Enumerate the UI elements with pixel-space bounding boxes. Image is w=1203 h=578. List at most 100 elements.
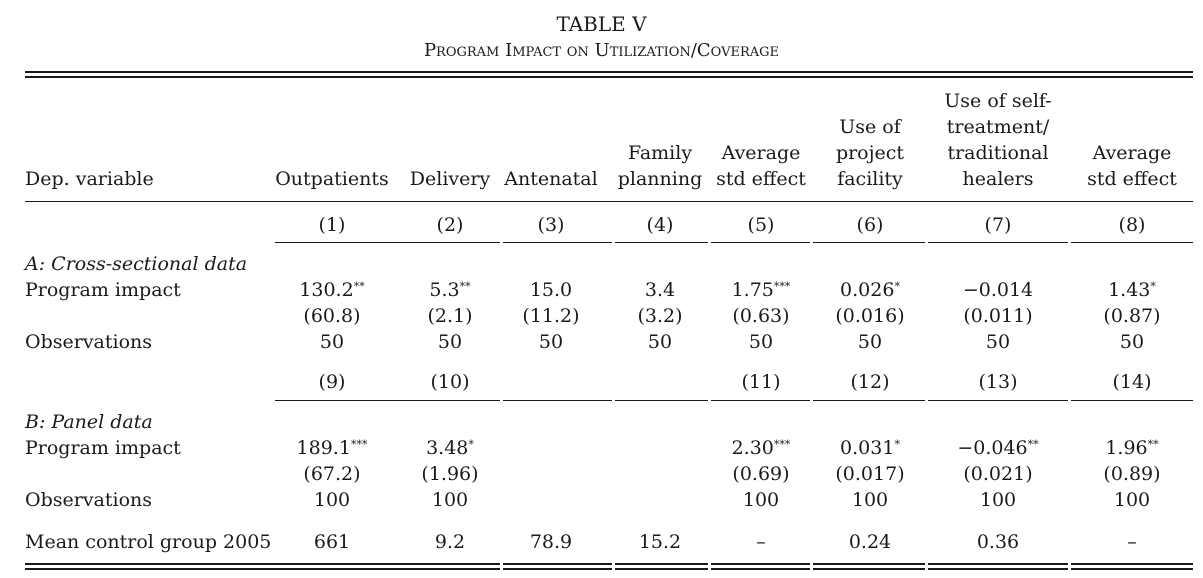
colnum-rule xyxy=(813,242,925,243)
header-use-project-facility: Use of xyxy=(839,116,901,138)
observations: 100 xyxy=(979,489,1017,511)
impact-value: 0.031* xyxy=(840,437,900,459)
bottom-rule xyxy=(615,563,708,565)
impact-value: 0.026* xyxy=(840,279,900,301)
observations: 100 xyxy=(742,489,780,511)
header-avg-std-effect-2: Average xyxy=(1092,142,1172,164)
std-error: (1.96) xyxy=(421,463,479,485)
colnum-rule xyxy=(503,400,612,401)
colnum-rule xyxy=(813,400,925,401)
section-b-label: B: Panel data xyxy=(25,411,153,433)
mean-control-value: – xyxy=(1127,531,1137,553)
std-error: (11.2) xyxy=(522,305,580,327)
header-avg-std-effect-1: std effect xyxy=(716,168,806,190)
bottom-rule xyxy=(503,568,612,570)
bottom-rule xyxy=(25,563,500,565)
observations: 100 xyxy=(1113,489,1151,511)
std-error: (0.87) xyxy=(1103,305,1161,327)
column-number: (3) xyxy=(537,214,565,236)
std-error: (0.63) xyxy=(732,305,790,327)
colnum-rule xyxy=(928,400,1068,401)
colnum-rule xyxy=(503,242,612,243)
colnum-rule xyxy=(1071,400,1193,401)
column-number: (4) xyxy=(646,214,674,236)
std-error: (0.021) xyxy=(963,463,1033,485)
header-use-self-treatment: healers xyxy=(962,168,1034,190)
column-number: (10) xyxy=(430,371,470,393)
header-avg-std-effect-2: std effect xyxy=(1087,168,1177,190)
section-a-label: A: Cross-sectional data xyxy=(25,253,248,275)
bottom-rule xyxy=(1071,568,1193,570)
std-error: (60.8) xyxy=(303,305,361,327)
std-error: (2.1) xyxy=(427,305,473,327)
mean-control-value: 661 xyxy=(313,531,351,553)
colnum-rule xyxy=(615,242,708,243)
column-number: (12) xyxy=(850,371,890,393)
bottom-rule xyxy=(813,563,925,565)
std-error: (3.2) xyxy=(637,305,683,327)
header-family-planning: planning xyxy=(617,168,703,190)
header-use-self-treatment: Use of self- xyxy=(944,90,1052,112)
mean-control-value: 0.24 xyxy=(848,531,892,553)
observations: 50 xyxy=(857,331,883,353)
std-error: (67.2) xyxy=(303,463,361,485)
colnum-rule xyxy=(711,400,810,401)
impact-value: 189.1*** xyxy=(296,437,368,459)
column-number: (13) xyxy=(978,371,1018,393)
impact-value: 15.0 xyxy=(529,279,573,301)
impact-value: −0.014 xyxy=(962,279,1034,301)
mean-control-value: 9.2 xyxy=(434,531,466,553)
bottom-rule xyxy=(503,563,612,565)
header-delivery: Delivery xyxy=(409,168,491,190)
header-use-project-facility: project xyxy=(835,142,905,164)
bottom-rule xyxy=(25,568,500,570)
impact-value: 1.75*** xyxy=(731,279,791,301)
impact-value: 1.96** xyxy=(1105,437,1159,459)
observations: 50 xyxy=(748,331,774,353)
colnum-rule xyxy=(275,400,500,401)
header-family-planning: Family xyxy=(627,142,693,164)
std-error: (0.011) xyxy=(963,305,1033,327)
observations: 50 xyxy=(985,331,1011,353)
impact-value: 5.3** xyxy=(429,279,471,301)
colnum-rule xyxy=(928,242,1068,243)
impact-value: −0.046** xyxy=(957,437,1039,459)
observations: 100 xyxy=(851,489,889,511)
column-number: (9) xyxy=(318,371,346,393)
colnum-rule xyxy=(711,242,810,243)
std-error: (0.016) xyxy=(835,305,905,327)
mean-control-value: 78.9 xyxy=(529,531,573,553)
bottom-rule xyxy=(928,563,1068,565)
observations: 50 xyxy=(647,331,673,353)
impact-value: 2.30*** xyxy=(731,437,791,459)
mean-control-value: – xyxy=(756,531,766,553)
column-number: (2) xyxy=(436,214,464,236)
column-number: (5) xyxy=(747,214,775,236)
mean-control-value: 15.2 xyxy=(638,531,682,553)
observations: 100 xyxy=(313,489,351,511)
column-number: (11) xyxy=(741,371,781,393)
header-avg-std-effect-1: Average xyxy=(721,142,801,164)
colnum-rule xyxy=(1071,242,1193,243)
row-label-observations: Observations xyxy=(25,489,153,511)
row-label-mean-control: Mean control group 2005 xyxy=(25,531,272,553)
header-use-self-treatment: treatment/ xyxy=(946,116,1050,138)
std-error: (0.89) xyxy=(1103,463,1161,485)
impact-value: 1.43* xyxy=(1108,279,1156,301)
mean-control-value: 0.36 xyxy=(976,531,1020,553)
colnum-rule xyxy=(615,400,708,401)
bottom-rule xyxy=(928,568,1068,570)
header-antenatal: Antenatal xyxy=(504,168,598,190)
header-use-self-treatment: traditional xyxy=(947,142,1049,164)
bottom-rule xyxy=(711,568,810,570)
column-number: (7) xyxy=(984,214,1012,236)
table-subtitle: Program Impact on Utilization/Coverage xyxy=(423,40,780,61)
bottom-rule xyxy=(813,568,925,570)
impact-value: 130.2** xyxy=(299,279,365,301)
column-number: (6) xyxy=(856,214,884,236)
header-outpatients: Outpatients xyxy=(275,168,389,190)
observations: 50 xyxy=(437,331,463,353)
colnum-rule xyxy=(275,242,500,243)
bottom-rule xyxy=(1071,563,1193,565)
std-error: (0.017) xyxy=(835,463,905,485)
